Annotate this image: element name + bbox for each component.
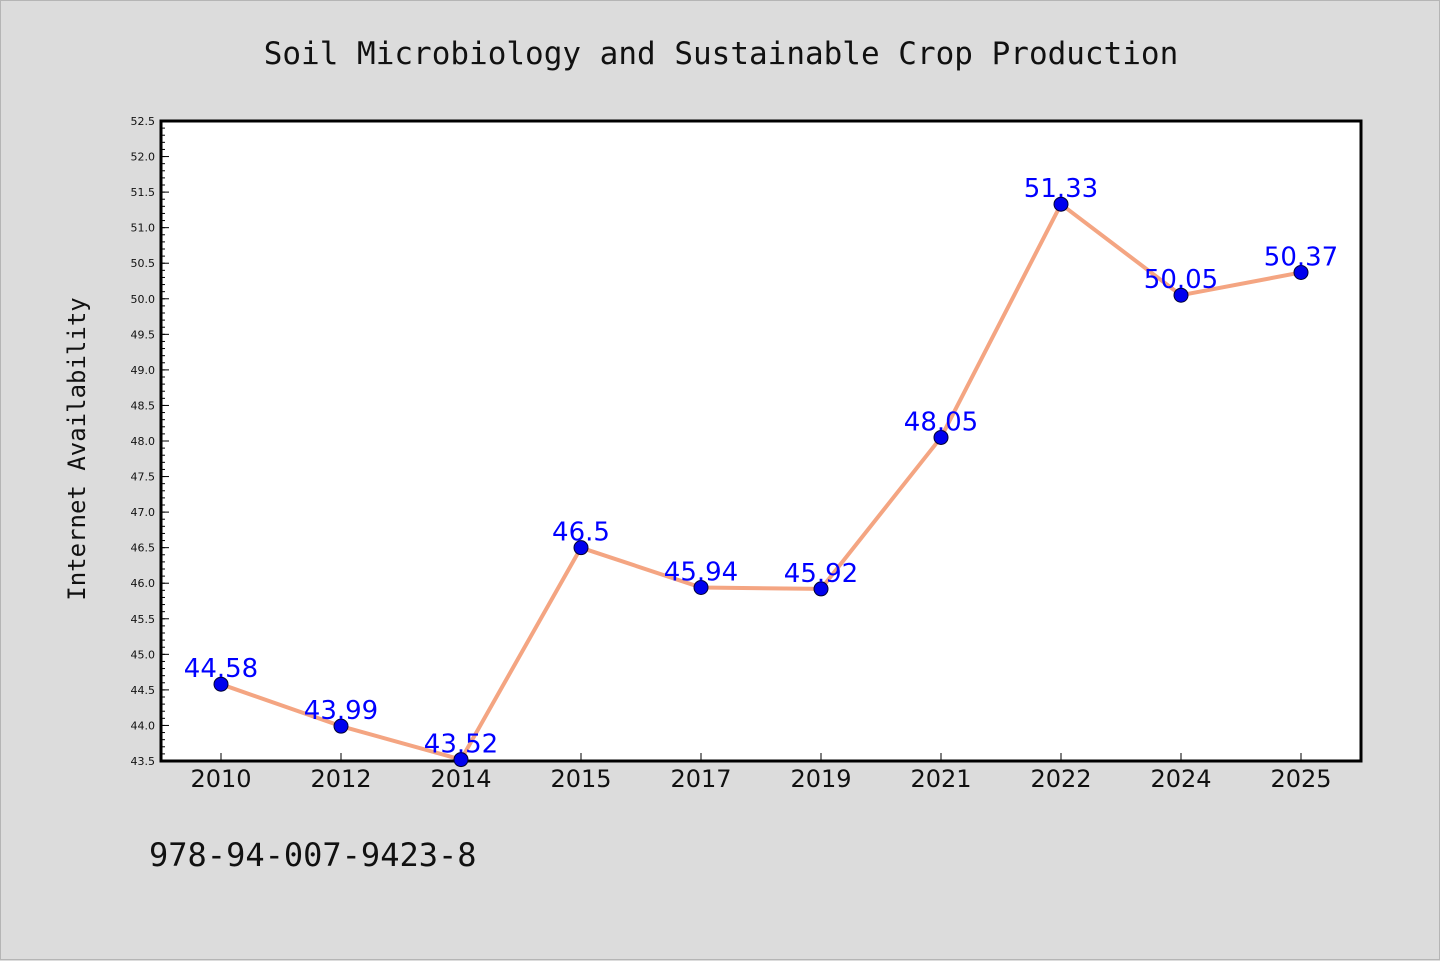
data-label: 51.33 bbox=[1024, 174, 1098, 204]
data-point bbox=[1293, 264, 1309, 280]
y-tick-label: 46.0 bbox=[131, 577, 156, 590]
y-axis: 43.5 44.0 44.5 45.0 45.5 46.0 46.5 47.0 47.5 48.0… bbox=[131, 115, 169, 768]
y-tick-label: 50.0 bbox=[131, 293, 156, 306]
data-label: 45.94 bbox=[664, 557, 738, 587]
x-tick-label: 2015 bbox=[550, 765, 611, 793]
y-tick-label: 52.5 bbox=[131, 115, 156, 128]
data-label: 48.05 bbox=[904, 407, 978, 437]
data-label: 45.92 bbox=[784, 559, 858, 589]
data-label: 43.52 bbox=[424, 730, 498, 760]
y-tick-label: 44.5 bbox=[131, 684, 156, 697]
x-tick-label: 2012 bbox=[310, 765, 371, 793]
y-tick-label: 44.0 bbox=[131, 719, 156, 732]
y-tick-label: 47.5 bbox=[131, 471, 156, 484]
data-label: 50.37 bbox=[1264, 242, 1338, 272]
chart-title: Soil Microbiology and Sustainable Crop P… bbox=[264, 36, 1179, 72]
x-tick-label: 2021 bbox=[910, 765, 971, 793]
y-tick-label: 45.0 bbox=[131, 648, 156, 661]
y-tick-label: 47.0 bbox=[131, 506, 156, 519]
x-tick-label: 2010 bbox=[190, 765, 251, 793]
series-line bbox=[219, 202, 1303, 762]
y-tick-label: 50.5 bbox=[131, 257, 156, 270]
x-axis: 2010 2012 2014 2015 2017 2019 2021 2022 2024 2025 bbox=[190, 753, 1332, 793]
data-point bbox=[213, 676, 229, 692]
y-tick-label: 48.0 bbox=[131, 435, 156, 448]
y-tick-label: 45.5 bbox=[131, 613, 156, 626]
data-point bbox=[453, 752, 469, 768]
x-tick-label: 2017 bbox=[670, 765, 731, 793]
x-tick-label: 2025 bbox=[1270, 765, 1331, 793]
data-point bbox=[1173, 287, 1189, 303]
x-tick-label: 2019 bbox=[790, 765, 851, 793]
data-point bbox=[573, 540, 589, 556]
y-tick-label: 48.5 bbox=[131, 399, 156, 412]
isbn-footnote: 978-94-007-9423-8 bbox=[149, 836, 477, 874]
data-label: 44.58 bbox=[184, 654, 258, 684]
data-point bbox=[933, 429, 949, 445]
y-axis-label: Internet Availability bbox=[63, 297, 91, 600]
series-layer: 44.58 43.99 43.52 46.5 45.94 45.92 48.05 51.33 5… bbox=[184, 174, 1338, 768]
y-tick-label: 49.0 bbox=[131, 364, 156, 377]
data-point bbox=[1053, 196, 1069, 212]
data-point bbox=[813, 581, 829, 597]
x-tick-label: 2022 bbox=[1030, 765, 1091, 793]
plot-area bbox=[159, 119, 1363, 763]
data-point bbox=[693, 579, 709, 595]
data-label: 43.99 bbox=[304, 696, 378, 726]
y-tick-label: 46.5 bbox=[131, 542, 156, 555]
y-tick-label: 49.5 bbox=[131, 328, 156, 341]
data-label: 50.05 bbox=[1144, 265, 1218, 295]
y-tick-label: 43.5 bbox=[131, 755, 156, 768]
x-tick-label: 2014 bbox=[430, 765, 491, 793]
x-tick-label: 2024 bbox=[1150, 765, 1211, 793]
y-tick-label: 51.0 bbox=[131, 222, 156, 235]
y-tick-label: 51.5 bbox=[131, 186, 156, 199]
data-point bbox=[333, 718, 349, 734]
data-label: 46.5 bbox=[552, 518, 610, 548]
y-tick-label: 52.0 bbox=[131, 151, 156, 164]
